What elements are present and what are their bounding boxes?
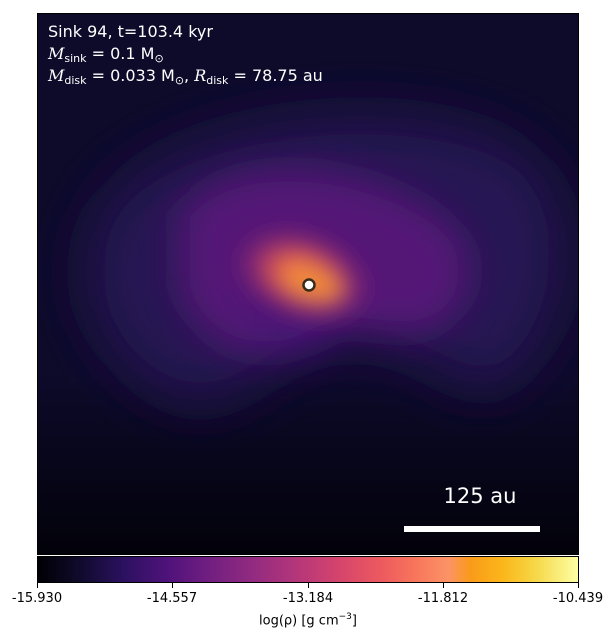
colorbar-tick — [308, 583, 309, 588]
colorbar-label: log(ρ) [g cm−3] — [259, 612, 357, 629]
colorbar-tick-label: -14.557 — [146, 591, 198, 606]
density-map: Sink 94, t=103.4 kyr Msink = 0.1 M⊙ Mdis… — [37, 13, 579, 555]
title: Sink 94, t=103.4 kyr — [48, 22, 213, 41]
disk-props-label: Mdisk = 0.033 M⊙, Rdisk = 78.75 au — [48, 66, 323, 87]
colorbar-tick-label: -10.439 — [552, 591, 604, 606]
colorbar-tick-label: -11.812 — [417, 591, 469, 606]
colorbar-tick — [37, 583, 38, 588]
scale-bar-label: 125 au — [443, 484, 517, 508]
sink-marker — [302, 278, 316, 292]
sink-mass-label: Msink = 0.1 M⊙ — [48, 44, 164, 65]
scale-bar — [404, 526, 540, 532]
colorbar-tick — [578, 583, 579, 588]
colorbar-tick-label: -15.930 — [11, 591, 63, 606]
colorbar-tick — [443, 583, 444, 588]
colorbar-tick-label: -13.184 — [282, 591, 334, 606]
colorbar — [37, 556, 579, 583]
colorbar-tick — [172, 583, 173, 588]
density-field — [38, 14, 578, 554]
